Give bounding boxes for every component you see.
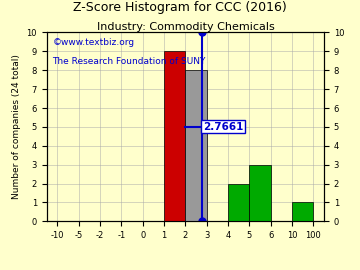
- Text: The Research Foundation of SUNY: The Research Foundation of SUNY: [52, 57, 206, 66]
- Y-axis label: Number of companies (24 total): Number of companies (24 total): [12, 55, 21, 199]
- Bar: [185, 70, 207, 221]
- Bar: [164, 51, 185, 221]
- Text: 2.7661: 2.7661: [203, 122, 243, 132]
- Text: Z-Score Histogram for CCC (2016): Z-Score Histogram for CCC (2016): [73, 1, 287, 14]
- Title: Industry: Commodity Chemicals: Industry: Commodity Chemicals: [96, 22, 274, 32]
- Bar: [249, 165, 271, 221]
- Text: ©www.textbiz.org: ©www.textbiz.org: [52, 38, 135, 47]
- Bar: [228, 184, 249, 221]
- Bar: [292, 202, 313, 221]
